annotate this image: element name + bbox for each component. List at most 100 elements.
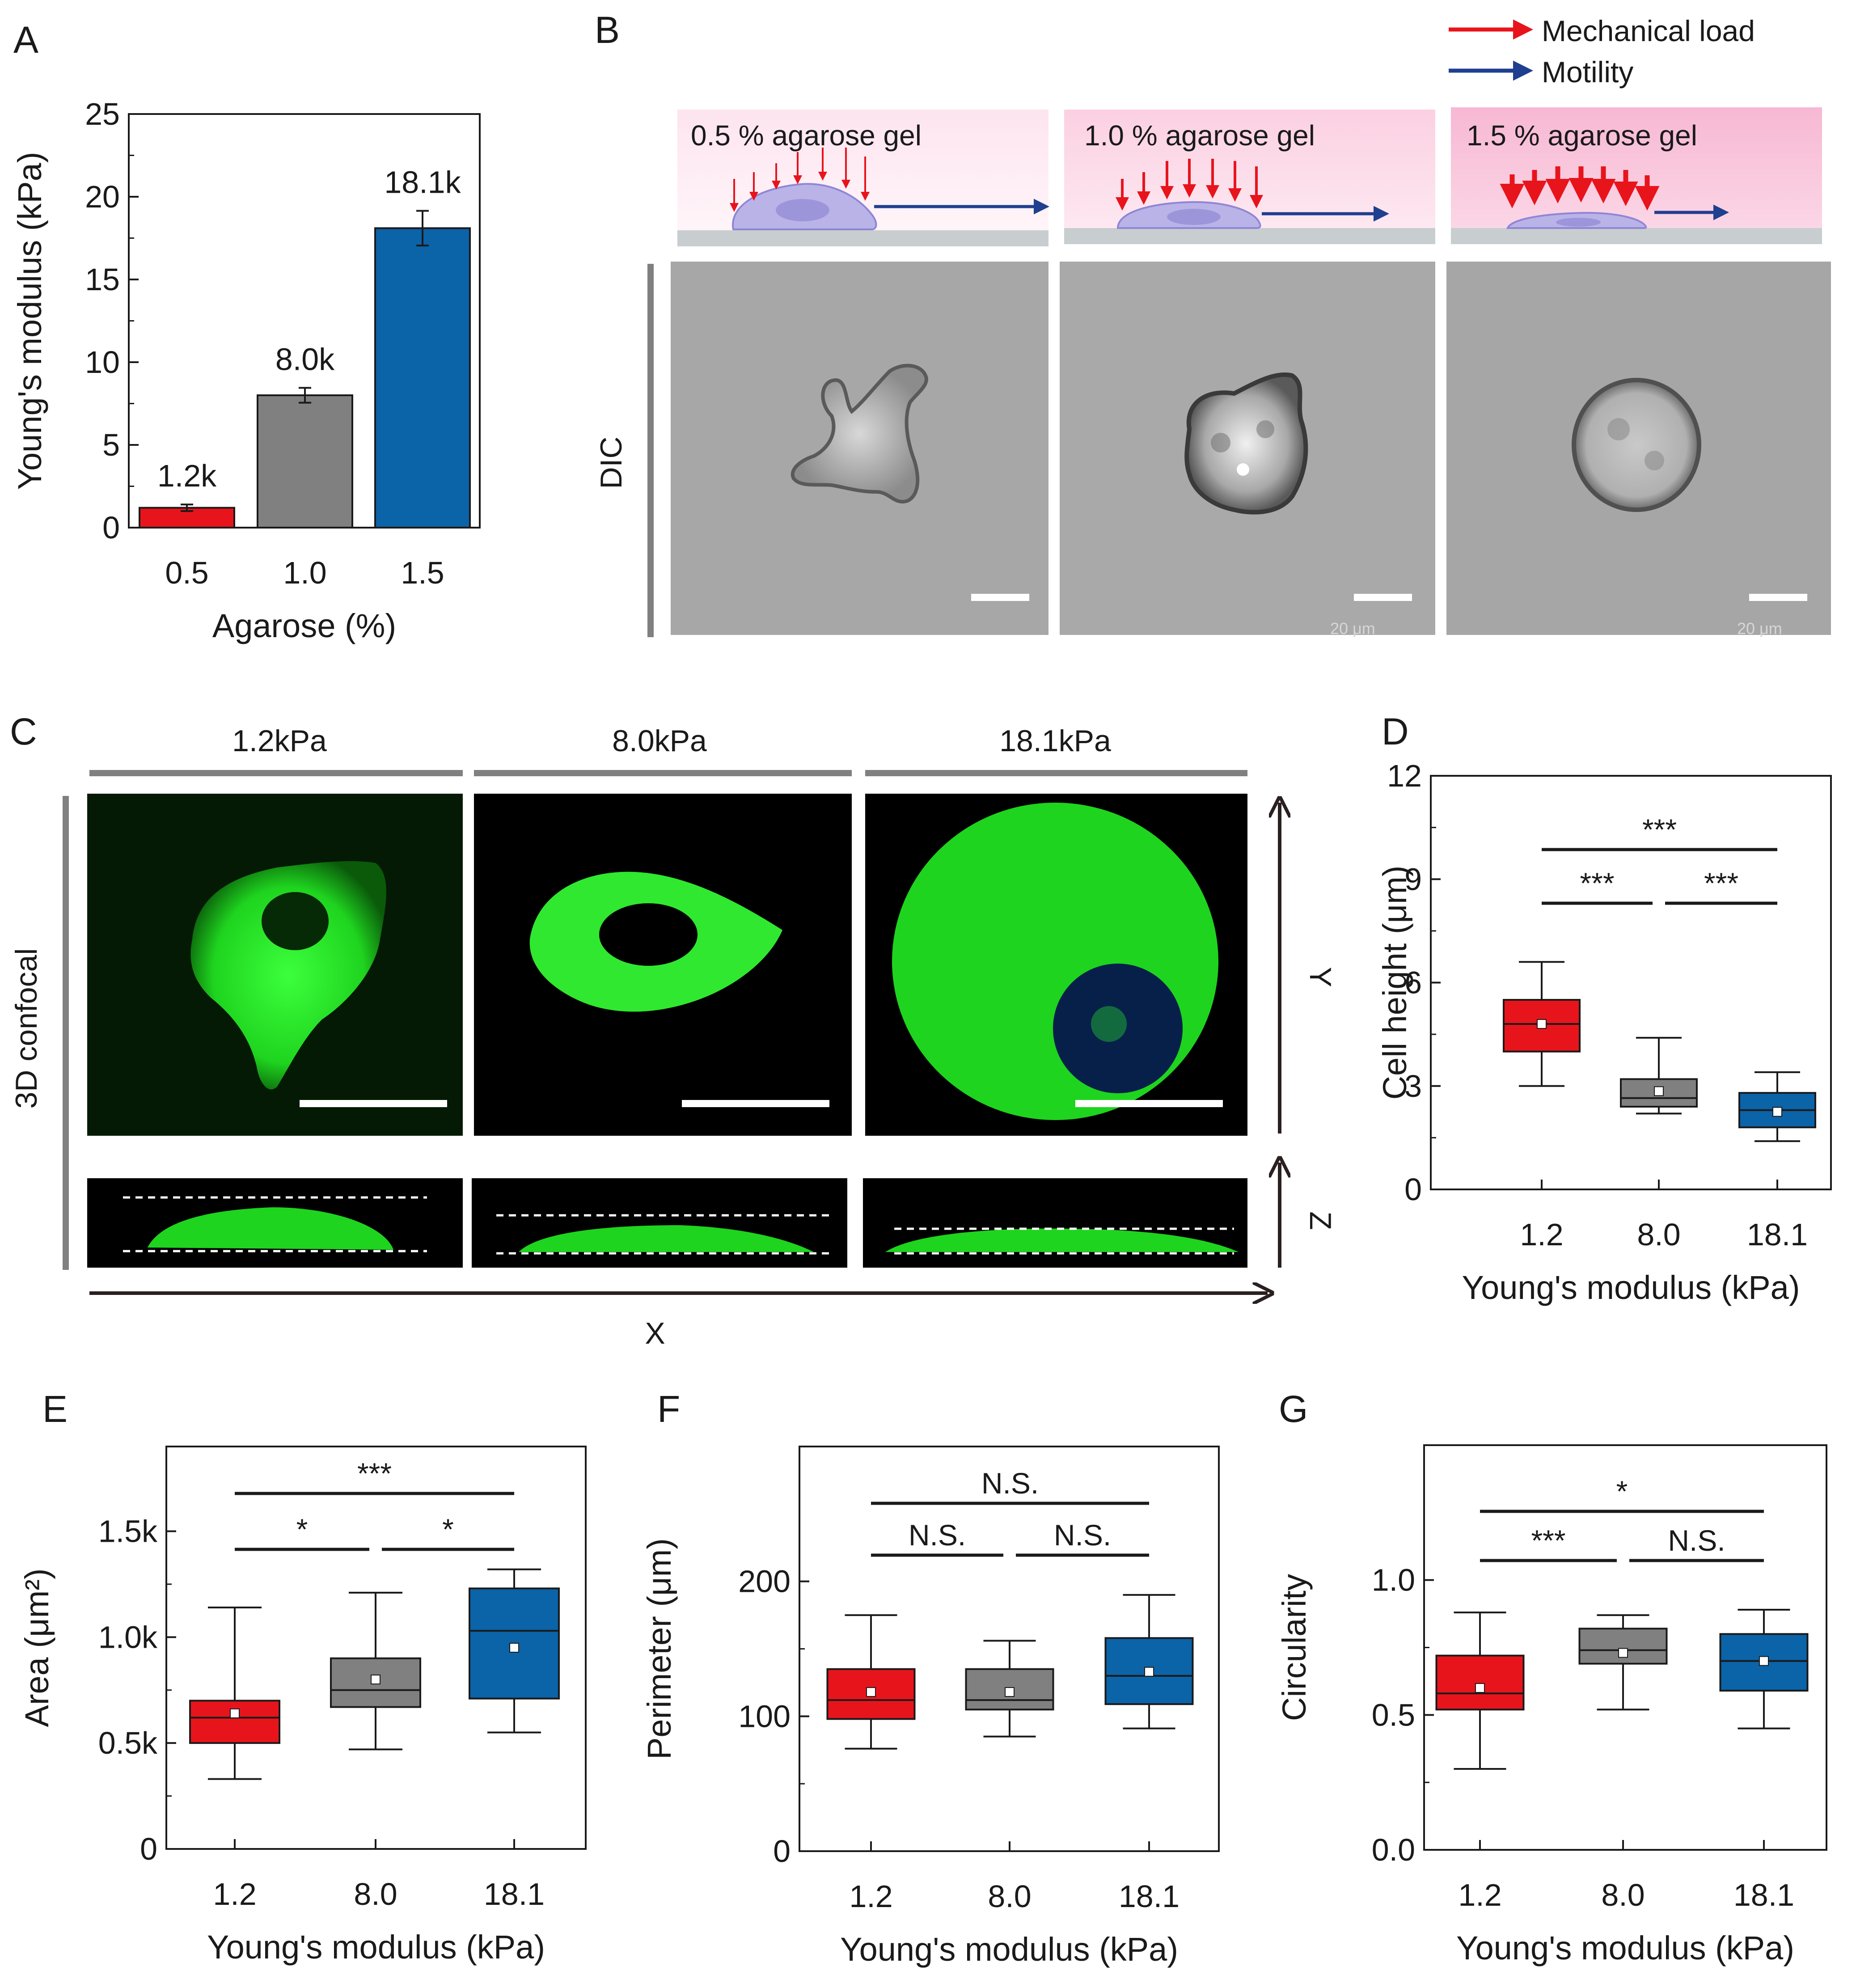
- y-tick-label: 1.0k: [98, 1620, 158, 1654]
- mean-marker: [1537, 1019, 1547, 1029]
- y-tick-label: 9: [1404, 862, 1422, 897]
- gel-schematic-3: 1.5 % agarose gel: [1451, 107, 1822, 244]
- significance-label: *: [1616, 1475, 1628, 1508]
- y-tick-label: 1.5k: [98, 1514, 158, 1548]
- y-tick-label: 5: [102, 427, 120, 462]
- y-tick-label: 1.0: [1372, 1563, 1415, 1598]
- confocal-image-1: [87, 794, 463, 1136]
- panel-label-g: G: [1279, 1388, 1308, 1430]
- mean-marker: [1772, 1107, 1782, 1117]
- significance-label: ***: [1642, 813, 1677, 846]
- significance-label: N.S.: [1668, 1524, 1725, 1557]
- x-tick-label: 8.0: [354, 1877, 397, 1912]
- x-axis-label: X: [645, 1316, 665, 1350]
- x-tick-label: 18.1: [484, 1877, 545, 1912]
- scale-bar: [682, 1100, 829, 1107]
- mean-marker: [371, 1675, 381, 1685]
- x-axis-title: Young's modulus (kPa): [1462, 1269, 1800, 1306]
- y-axis-label: Y: [1303, 967, 1337, 987]
- significance-label: ***: [1580, 867, 1614, 900]
- mean-marker: [230, 1708, 240, 1718]
- mean-marker: [1654, 1086, 1664, 1096]
- chart-e: 0 0.5k 1.0k 1.5k 1.2 8.0 18.1 Young's modulus (…: [18, 1446, 587, 1966]
- chart-f: 0 100 200 1.2 8.0 18.1 Young's modulus (kPa) Pe…: [641, 1446, 1220, 1968]
- panel-label-d: D: [1382, 711, 1409, 753]
- significance-label: ***: [1531, 1524, 1565, 1557]
- x-axis-title: Young's modulus (kPa): [840, 1931, 1178, 1968]
- dic-image-2: 20 μm: [1060, 262, 1435, 638]
- cell-image: [791, 364, 928, 503]
- bar-value-label: 8.0k: [275, 342, 335, 376]
- y-tick-label: 200: [738, 1564, 791, 1599]
- x-tick-label: 1.2: [849, 1879, 892, 1914]
- y-tick-label: 0.5k: [98, 1726, 158, 1760]
- gel-schematic-1: 0.5 % agarose gel: [677, 110, 1049, 246]
- cell-image: [1572, 378, 1701, 512]
- mean-marker: [1475, 1683, 1485, 1693]
- col-bar-2: [474, 770, 852, 776]
- nucleus-shape: [776, 199, 829, 221]
- box: [1435, 1654, 1525, 1711]
- gel-label: 0.5 % agarose gel: [691, 119, 922, 152]
- dic-label: DIC: [594, 436, 628, 489]
- bar-value-label: 1.2k: [157, 458, 217, 493]
- scale-label: 20 μm: [1330, 619, 1375, 638]
- z-axis-label: Z: [1303, 1211, 1337, 1230]
- scale-bar: [1075, 1100, 1223, 1107]
- y-axis-title: Area (μm²): [18, 1568, 55, 1727]
- y-tick-label: 0: [1404, 1172, 1422, 1207]
- y-tick-label: 0: [773, 1834, 791, 1869]
- dic-bracket: [647, 264, 654, 637]
- substrate: [677, 230, 1048, 246]
- confocal-side-2: [472, 1178, 847, 1268]
- x-tick-label: 1.2: [213, 1877, 256, 1912]
- mean-marker: [1618, 1648, 1628, 1658]
- mean-marker: [1005, 1687, 1015, 1697]
- confocal-image-2: [474, 794, 852, 1136]
- confocal-col-3: 18.1kPa: [999, 724, 1111, 758]
- y-tick-label: 25: [85, 97, 120, 131]
- y-tick-label: 20: [85, 179, 120, 214]
- x-tick-label: 1.2: [1458, 1878, 1501, 1912]
- gel-schematic-2: 1.0 % agarose gel: [1064, 110, 1435, 244]
- x-tick-label: 8.0: [1601, 1878, 1645, 1912]
- significance-label: *: [442, 1513, 454, 1546]
- y-tick-label: 0: [102, 510, 120, 545]
- confocal-row-label: 3D confocal: [9, 948, 43, 1108]
- panel-label-a: A: [13, 19, 38, 61]
- mean-marker: [509, 1643, 519, 1653]
- panel-label-b: B: [595, 9, 620, 51]
- scale-bar: [971, 594, 1029, 601]
- x-axis-title: Young's modulus (kPa): [207, 1929, 545, 1966]
- gel-label: 1.5 % agarose gel: [1467, 119, 1697, 152]
- mean-marker: [1759, 1656, 1769, 1666]
- y-axis-title: Cell height (μm): [1376, 866, 1413, 1100]
- y-axis-title: Young's modulus (kPa): [11, 152, 48, 490]
- y-axis-title: Perimeter (μm): [641, 1538, 678, 1760]
- confocal-side-1: [87, 1178, 463, 1268]
- legend: Mechanical load Motility: [1449, 14, 1755, 89]
- significance-label: N.S.: [909, 1518, 966, 1552]
- y-tick-label: 100: [738, 1699, 791, 1734]
- panel-label-e: E: [42, 1388, 68, 1430]
- y-tick-label: 15: [85, 262, 120, 297]
- scale-bar: [1749, 594, 1807, 601]
- nucleus-shape: [1556, 218, 1601, 227]
- panel-label-f: F: [657, 1388, 680, 1430]
- significance-label: N.S.: [1054, 1518, 1111, 1552]
- col-bar-3: [865, 770, 1247, 776]
- scale-bar: [300, 1100, 447, 1107]
- significance-label: N.S.: [981, 1467, 1039, 1500]
- x-tick-label: 8.0: [1637, 1217, 1680, 1252]
- x-axis-title: Young's modulus (kPa): [1456, 1929, 1794, 1967]
- x-tick-label: 18.1: [1119, 1879, 1180, 1914]
- confocal-bracket: [63, 796, 69, 1270]
- legend-load-label: Mechanical load: [1542, 14, 1755, 47]
- y-tick-label: 0: [140, 1831, 157, 1866]
- scale-label: 20 μm: [1737, 619, 1782, 638]
- confocal-col-1: 1.2kPa: [232, 724, 327, 758]
- bar: [374, 227, 471, 529]
- confocal-image-3: [865, 794, 1247, 1136]
- x-tick-label: 18.1: [1747, 1217, 1808, 1252]
